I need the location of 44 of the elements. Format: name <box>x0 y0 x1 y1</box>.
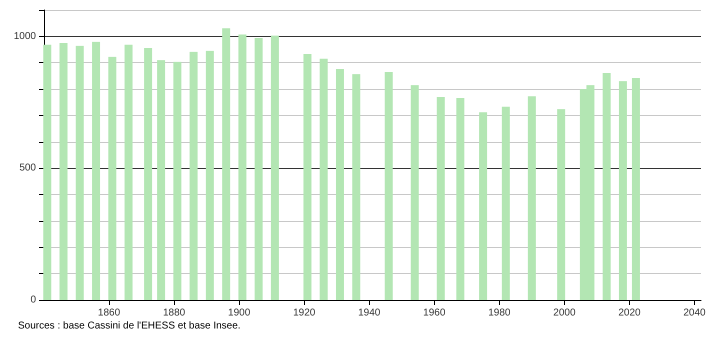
x-tick-label: 1980 <box>488 308 511 318</box>
bar <box>632 78 640 300</box>
bar <box>270 36 279 300</box>
x-tick-label: 2000 <box>553 308 576 318</box>
x-tick-label: 1960 <box>423 308 446 318</box>
bar <box>190 52 198 300</box>
bar <box>43 44 52 300</box>
bar <box>173 62 182 300</box>
bar <box>222 28 230 300</box>
bar <box>76 46 84 300</box>
bar <box>479 112 488 300</box>
bar <box>206 50 214 300</box>
bar <box>602 73 611 300</box>
bar <box>456 98 464 300</box>
bar <box>320 58 328 300</box>
x-tick-label: 2020 <box>618 308 642 318</box>
bar <box>336 69 344 300</box>
bar <box>303 54 312 300</box>
bar <box>92 42 100 300</box>
bar <box>436 97 445 300</box>
y-tick-label: 500 <box>19 162 36 174</box>
x-tick-label: 2040 <box>683 308 706 318</box>
bar <box>618 81 627 300</box>
bar <box>352 74 360 300</box>
bar <box>528 96 536 300</box>
x-tick-label: 1940 <box>358 308 381 318</box>
bar <box>254 38 263 300</box>
x-tick-label: 1860 <box>98 308 121 318</box>
bar <box>384 72 393 300</box>
y-tick-label: 1000 <box>14 30 36 42</box>
bar <box>144 48 152 300</box>
y-tick-label: 0 <box>30 294 36 306</box>
source-note: Sources : base Cassini de l'EHESS et base Insee. <box>18 320 241 332</box>
bar <box>60 42 68 300</box>
bar <box>124 44 133 300</box>
x-tick-label: 1920 <box>293 308 316 318</box>
bar <box>157 60 166 300</box>
bar <box>108 56 116 300</box>
x-tick-label: 1880 <box>162 308 186 318</box>
bar <box>502 106 510 300</box>
x-tick-label: 1900 <box>228 308 251 318</box>
bar <box>238 34 246 300</box>
bar <box>410 85 419 300</box>
bar <box>557 109 566 300</box>
